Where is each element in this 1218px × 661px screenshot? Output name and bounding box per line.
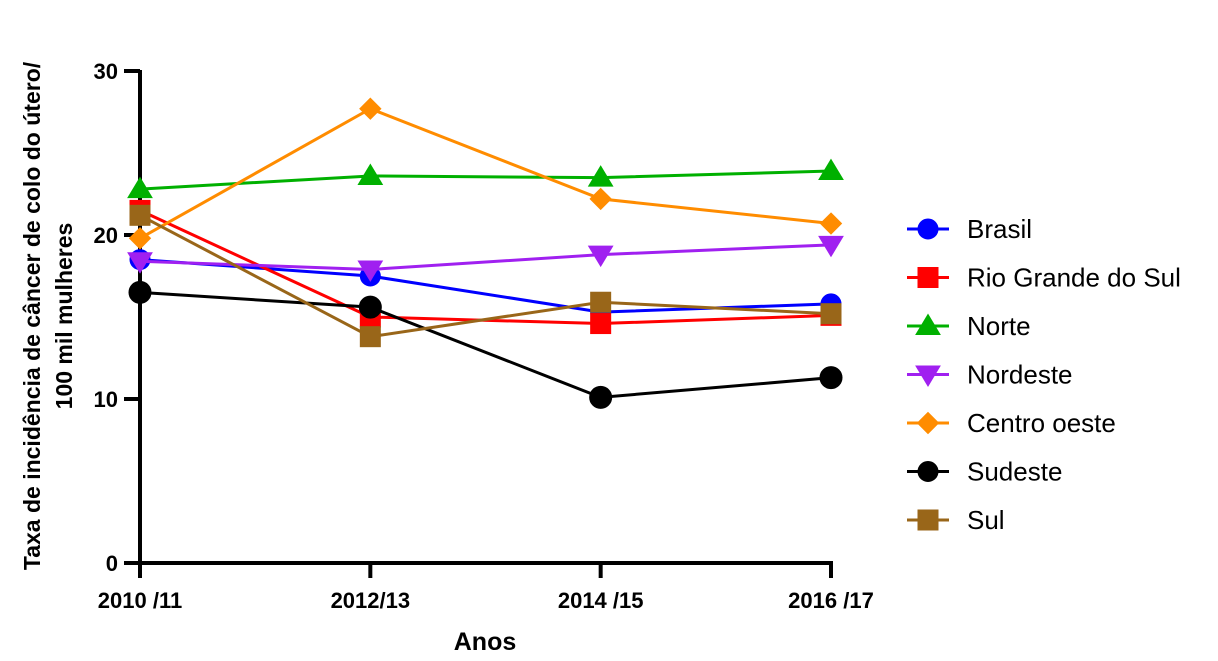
y-axis-label-line-1: Taxa de incidência de câncer de colo do … [19, 61, 45, 570]
series-line [139, 258, 832, 314]
legend-label: Rio Grande do Sul [967, 263, 1181, 293]
legend-marker [917, 218, 939, 240]
data-point [589, 187, 612, 211]
y-tick-label: 20 [94, 223, 118, 248]
x-tick-label: 2010 /11 [98, 588, 182, 613]
data-point [359, 326, 381, 348]
data-point [819, 212, 843, 235]
legend-marker [917, 267, 939, 288]
data-point [127, 176, 153, 199]
data-point [819, 366, 843, 390]
legend-marker [916, 411, 940, 435]
legend-label: Sudeste [967, 457, 1062, 487]
x-tick-label: 2012/13 [331, 588, 411, 613]
data-point [129, 204, 151, 226]
series-line [139, 290, 832, 399]
legend-marker [917, 509, 939, 531]
data-point [818, 235, 844, 258]
legend-marker [917, 461, 939, 482]
data-point [590, 291, 612, 313]
legend-label: Brasil [967, 214, 1032, 244]
legend-marker [915, 365, 941, 387]
y-axis-label: Taxa de incidência de câncer de colo do … [19, 61, 77, 570]
legend-item: Sudeste [907, 457, 1062, 487]
data-point [128, 280, 152, 304]
series-line [139, 107, 832, 240]
legend-marker [915, 313, 941, 335]
data-point [587, 165, 614, 187]
series-layer [127, 97, 844, 409]
data-point [359, 97, 382, 120]
legend-label: Norte [967, 311, 1031, 341]
legend-item: Sul [907, 505, 1005, 535]
y-tick-label: 0 [106, 551, 118, 576]
series-line [139, 169, 832, 191]
legend-item: Norte [907, 311, 1031, 341]
legend-label: Nordeste [967, 360, 1073, 390]
series-line [139, 243, 832, 271]
data-point [587, 245, 614, 268]
legend-item: Nordeste [907, 360, 1073, 390]
series-norte [127, 158, 844, 199]
x-tick-label: 2016 /17 [788, 588, 874, 613]
series-sul [129, 204, 842, 348]
series-brasil [129, 249, 842, 323]
x-axis-label: Anos [454, 628, 517, 656]
legend-item: Brasil [907, 214, 1032, 244]
data-point [589, 385, 613, 409]
data-point [820, 303, 842, 325]
data-point [357, 163, 384, 185]
axes: 0 10 20 30 2010 /11 2012/13 2014 /15 2016 /17 [94, 59, 874, 613]
legend-item: Rio Grande do Sul [907, 263, 1181, 293]
series-sudeste [128, 280, 843, 409]
y-axis-label-line-2: 100 mil mulheres [51, 223, 77, 410]
y-tick-label: 10 [94, 387, 118, 412]
data-point [128, 227, 152, 250]
series-nordeste [127, 235, 844, 282]
legend: Brasil Rio Grande do Sul Norte Nordeste Cent… [907, 214, 1181, 535]
series-centro-oeste [128, 97, 843, 250]
legend-label: Centro oeste [967, 408, 1116, 438]
data-point [358, 295, 382, 319]
data-point [590, 313, 612, 335]
x-tick-label: 2014 /15 [558, 588, 644, 613]
legend-label: Sul [967, 505, 1005, 535]
data-point [127, 252, 153, 274]
y-tick-label: 30 [94, 59, 118, 84]
data-point [357, 260, 384, 282]
legend-item: Centro oeste [907, 408, 1116, 438]
data-point [818, 158, 844, 181]
series-line [139, 213, 832, 339]
